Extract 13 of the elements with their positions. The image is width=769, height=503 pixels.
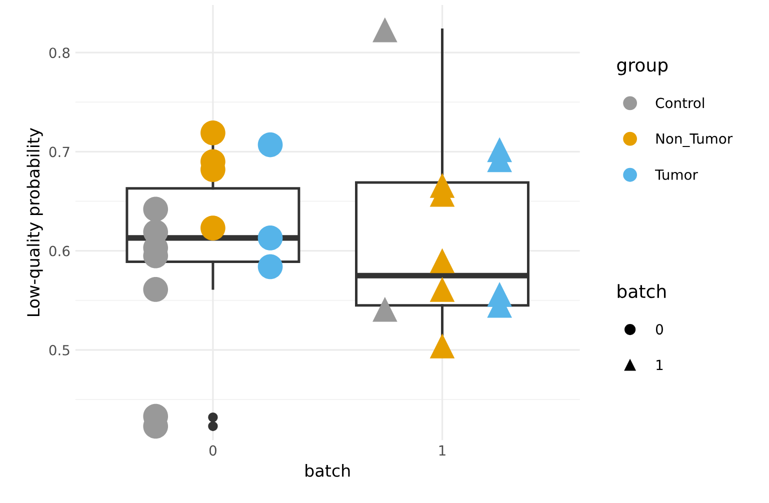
legend-label: Tumor (655, 170, 698, 180)
y-tick-label: 0.6 (49, 246, 70, 256)
y-tick-label: 0.5 (49, 344, 70, 356)
y-tick-label: 0.7 (49, 146, 70, 158)
legend-title: group (617, 61, 668, 76)
legend-label: Non_Tumor (656, 134, 733, 147)
y-tick-label: 0.8 (49, 48, 70, 58)
category-label: 0 (656, 324, 663, 335)
category-label: 1 (656, 360, 663, 370)
x-axis-title: batch (306, 464, 350, 477)
y-axis-title: Low-quality probability (26, 128, 43, 316)
text: batch (618, 284, 666, 298)
legend-label: Control (656, 97, 704, 108)
